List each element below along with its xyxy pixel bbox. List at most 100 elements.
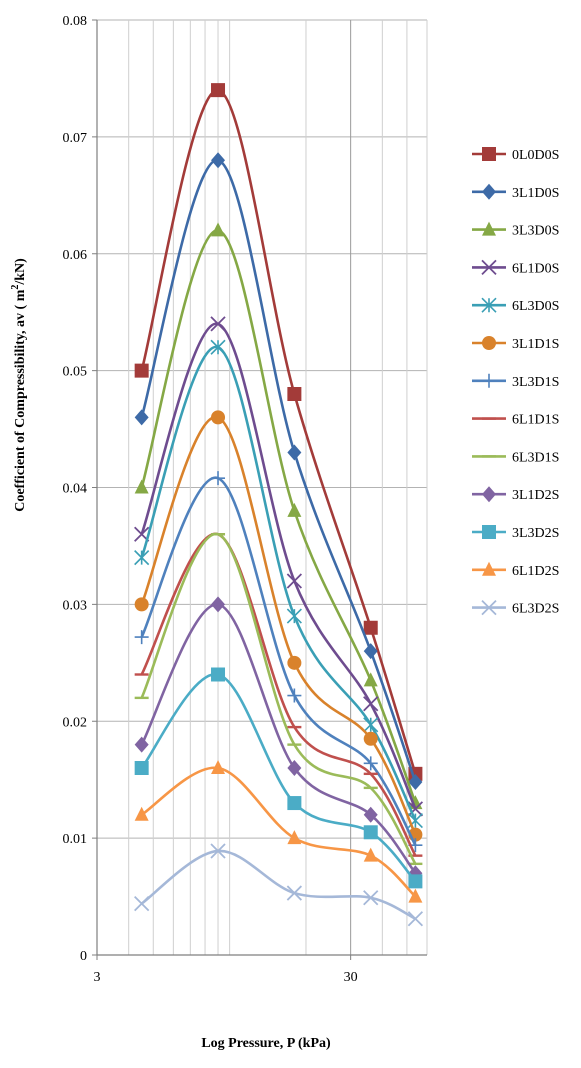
y-tick-label: 0.01 — [63, 832, 88, 847]
data-point — [287, 502, 302, 517]
y-axis-title-superscript: 2 — [10, 285, 21, 290]
data-point — [363, 806, 378, 823]
y-tick-label: 0.03 — [63, 598, 88, 613]
legend-item: 3L3D0S — [472, 221, 559, 239]
data-point — [408, 774, 423, 791]
data-point — [134, 409, 149, 426]
series-layer — [134, 83, 424, 927]
legend-item: 6L3D1S — [472, 450, 559, 465]
legend-marker — [482, 147, 496, 161]
y-axis-title: Coefficient of Compressibility, av ( m2/… — [10, 258, 28, 512]
legend-label: 3L1D1S — [512, 337, 559, 352]
legend-label: 3L3D0S — [512, 224, 559, 239]
legend-label: 3L1D2S — [512, 488, 559, 503]
data-point — [286, 885, 303, 901]
legend-marker — [482, 486, 496, 503]
legend-marker — [482, 221, 496, 236]
x-tick-label: 3 — [94, 970, 101, 985]
series-line — [140, 532, 417, 865]
y-tick-label: 0 — [80, 949, 87, 964]
legend-label: 6L1D1S — [512, 413, 559, 428]
data-point — [287, 655, 302, 670]
series-line — [140, 158, 417, 783]
data-point — [363, 620, 378, 635]
data-point — [286, 608, 302, 624]
legend-marker — [481, 599, 497, 616]
legend-item: 3L3D1S — [472, 373, 559, 390]
data-point — [211, 760, 226, 774]
data-point — [286, 573, 303, 589]
data-point — [134, 597, 149, 612]
data-point — [211, 222, 226, 237]
series-6L3D2S — [134, 843, 424, 927]
legend-item: 3L1D1S — [472, 336, 559, 352]
series-3L3D1S — [134, 471, 423, 853]
legend-label: 6L3D0S — [512, 299, 559, 314]
legend-marker — [482, 183, 496, 200]
series-6L3D1S — [134, 532, 423, 866]
legend-item: 3L3D2S — [472, 525, 559, 541]
data-point — [363, 890, 379, 906]
data-point — [287, 444, 302, 461]
legend-label: 3L3D1S — [512, 375, 559, 390]
series-line — [140, 532, 417, 857]
data-point — [363, 672, 378, 687]
legend-marker — [481, 297, 497, 313]
data-point — [211, 83, 226, 98]
data-point — [134, 363, 149, 378]
data-point — [407, 911, 424, 927]
series-6L1D2S — [134, 760, 423, 903]
legend: 0L0D0S 3L1D0S 3L3D0S 6L1D0S 6L3D0S 3L1D1S 3L3D… — [472, 147, 559, 617]
axes — [92, 19, 427, 960]
legend-item: 3L1D0S — [472, 183, 559, 201]
y-tick-label: 0.05 — [63, 365, 88, 380]
x-tick-label: 30 — [344, 970, 358, 985]
data-point — [211, 596, 226, 613]
data-point — [363, 756, 378, 771]
series-line — [140, 229, 417, 804]
data-point — [363, 643, 378, 660]
data-point — [134, 806, 149, 821]
y-tick-label: 0.04 — [63, 482, 88, 497]
data-point — [363, 847, 378, 862]
series-line — [140, 416, 417, 836]
data-point — [287, 796, 302, 811]
data-point — [287, 688, 302, 703]
series-0L0D0S — [134, 83, 423, 781]
data-point — [134, 479, 149, 494]
data-point — [287, 760, 302, 776]
legend-marker — [482, 525, 496, 539]
legend-item: 6L1D1S — [472, 413, 559, 428]
legend-label: 6L1D2S — [512, 564, 559, 579]
series-line — [140, 766, 417, 898]
data-point — [363, 696, 379, 712]
legend-marker — [481, 259, 497, 276]
x-axis-title: Log Pressure, P (kPa) — [201, 1036, 331, 1051]
series-3L3D2S — [134, 667, 423, 889]
legend-label: 3L3D2S — [512, 526, 559, 541]
legend-marker — [482, 561, 496, 576]
legend-label: 3L1D0S — [512, 186, 559, 201]
data-point — [134, 895, 150, 912]
y-axis-title-main: Coefficient of Compressibility, av ( m — [13, 289, 28, 511]
data-point — [407, 801, 424, 817]
legend-item: 6L1D0S — [472, 259, 559, 276]
series-line — [140, 849, 416, 920]
legend-item: 6L3D2S — [472, 599, 559, 617]
data-point — [287, 830, 302, 845]
series-6L1D0S — [134, 316, 424, 817]
data-point — [408, 874, 423, 889]
data-point — [211, 410, 226, 425]
legend-label: 6L1D0S — [512, 261, 559, 276]
y-tick-label: 0.08 — [63, 14, 88, 29]
legend-item: 0L0D0S — [472, 147, 559, 163]
data-point — [211, 471, 226, 486]
data-point — [210, 339, 226, 355]
data-point — [134, 736, 149, 753]
tick-labels: 0 0.01 0.02 0.03 0.04 0.05 0.06 0.07 0.08 3 30 — [63, 14, 358, 985]
data-point — [287, 387, 302, 401]
data-point — [134, 761, 149, 775]
legend-label: 0L0D0S — [512, 148, 559, 163]
series-line — [140, 322, 417, 810]
